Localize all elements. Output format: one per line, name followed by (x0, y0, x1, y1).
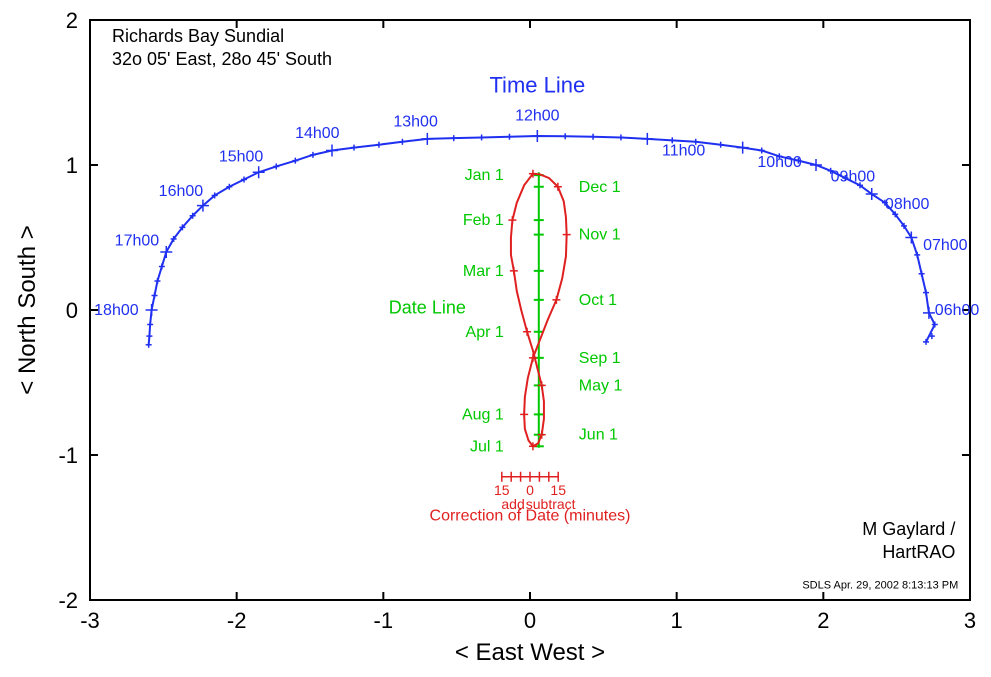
time-line-label: 14h00 (295, 125, 340, 142)
date-line-label: Jun 1 (579, 427, 618, 444)
time-line-label: 12h00 (515, 108, 560, 125)
xtick-label: -1 (374, 608, 394, 633)
time-line-curve (149, 136, 935, 345)
ytick-label: -2 (58, 588, 78, 613)
date-line-label: Feb 1 (463, 212, 504, 229)
title-line: 32o 05' East, 28o 45' South (112, 49, 332, 69)
ytick-label: 1 (66, 153, 78, 178)
date-line-label: May 1 (579, 377, 623, 394)
title-line: Richards Bay Sundial (112, 26, 284, 46)
time-line-label: 09h00 (831, 169, 876, 186)
xtick-label: 2 (817, 608, 829, 633)
xtick-label: -2 (227, 608, 247, 633)
time-line-label: 07h00 (923, 237, 968, 254)
credit-line: M Gaylard / (862, 519, 955, 539)
ytick-label: -1 (58, 443, 78, 468)
xtick-label: 1 (671, 608, 683, 633)
time-line-label: 15h00 (219, 148, 264, 165)
time-line-label: 06h00 (935, 302, 980, 319)
time-line-label: 11h00 (662, 143, 705, 160)
date-line-label: Jul 1 (470, 438, 504, 455)
correction-title: Correction of Date (minutes) (430, 507, 631, 524)
date-line-title: Date Line (389, 298, 466, 318)
timestamp: SDLS Apr. 29, 2002 8:13:13 PM (802, 579, 958, 591)
time-line-title: Time Line (489, 73, 585, 98)
date-line-label: Oct 1 (579, 292, 617, 309)
xtick-label: -3 (80, 608, 100, 633)
time-line-label: 16h00 (159, 183, 204, 200)
xtick-label: 0 (524, 608, 536, 633)
date-line-label: Mar 1 (463, 263, 504, 280)
xtick-label: 3 (964, 608, 976, 633)
date-line-label: Sep 1 (579, 350, 621, 367)
date-line-label: Nov 1 (579, 227, 621, 244)
ytick-label: 0 (66, 298, 78, 323)
date-line-label: Apr 1 (466, 324, 504, 341)
date-line-label: Jan 1 (465, 167, 504, 184)
ylabel: < North South > (14, 225, 41, 394)
credit-line: HartRAO (882, 542, 955, 562)
date-line-label: Dec 1 (579, 179, 621, 196)
xlabel: < East West > (455, 639, 605, 666)
time-line-label: 13h00 (393, 114, 438, 131)
ytick-label: 2 (66, 8, 78, 33)
date-line-label: Aug 1 (462, 406, 504, 423)
sundial-chart: -3-2-10123-2-1012< East West >< North So… (0, 0, 991, 677)
time-line-label: 08h00 (885, 196, 930, 213)
time-line-label: 17h00 (115, 232, 160, 249)
time-line-label: 18h00 (94, 302, 139, 319)
